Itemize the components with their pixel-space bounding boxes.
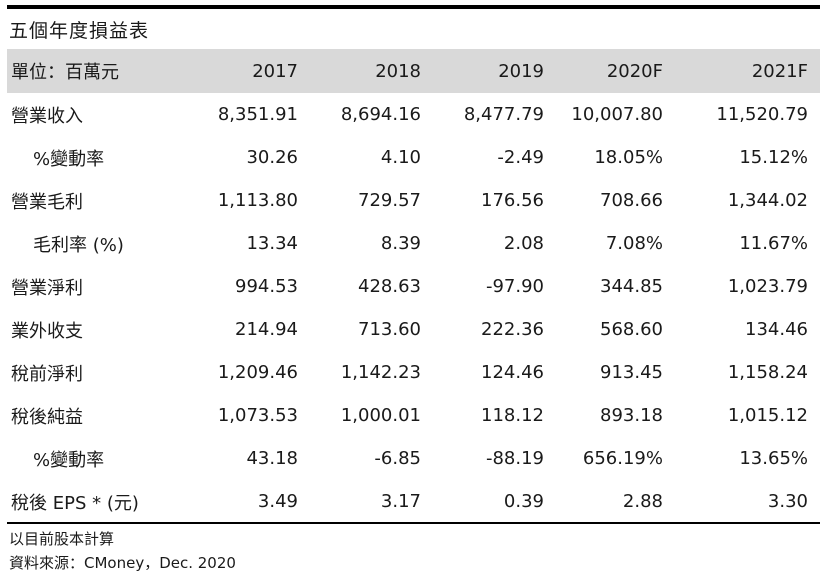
source-note: 資料來源：CMoney，Dec. 2020 (9, 554, 236, 572)
table-cell: 8,351.91 (217, 104, 298, 125)
table-cell: 713.60 (358, 319, 421, 340)
table-cell: 7.08% (605, 233, 663, 254)
table-cell: 1,015.12 (727, 405, 808, 426)
table-cell: 176.56 (481, 190, 544, 211)
table-cell: -97.90 (485, 276, 544, 297)
table-cell: 1,023.79 (727, 276, 808, 297)
table-row: 營業收入 8,351.91 8,694.16 8,477.79 10,007.80 11,… (7, 93, 820, 136)
table-cell: 8,694.16 (340, 104, 421, 125)
header-year-2020f: 2020F (606, 60, 663, 82)
income-statement-table: 單位：百萬元 2017 2018 2019 2020F 2021F 營業收入 8,… (7, 49, 820, 523)
table-cell: 729.57 (358, 190, 421, 211)
row-label: 稅前淨利 (11, 363, 83, 385)
table-cell: 3.49 (257, 491, 298, 512)
table-cell: 568.60 (600, 319, 663, 340)
header-unit: 單位：百萬元 (11, 62, 119, 83)
table-row: 稅後 EPS * (元) 3.49 3.17 0.39 2.88 3.30 (7, 480, 820, 523)
table-cell: 222.36 (481, 319, 544, 340)
table-row: 稅後純益 1,073.53 1,000.01 118.12 893.18 1,015.12 (7, 394, 820, 437)
table-cell: 13.65% (739, 448, 808, 469)
table-cell: 3.30 (767, 491, 808, 512)
table-cell: 11,520.79 (716, 104, 808, 125)
table-header: 單位：百萬元 2017 2018 2019 2020F 2021F (7, 49, 820, 93)
row-label: %變動率 (33, 449, 105, 471)
row-label: 業外收支 (11, 320, 83, 342)
table-row: 業外收支 214.94 713.60 222.36 568.60 134.46 (7, 308, 820, 351)
table-cell: 4.10 (380, 147, 421, 168)
top-rule (7, 5, 820, 9)
header-year-2021f: 2021F (751, 60, 808, 82)
table-cell: 3.17 (380, 491, 421, 512)
table-cell: 13.34 (246, 233, 298, 254)
table-title: 五個年度損益表 (9, 20, 150, 42)
table-cell: 15.12% (739, 147, 808, 168)
header-row: 單位：百萬元 2017 2018 2019 2020F 2021F (7, 49, 820, 93)
table-cell: 708.66 (600, 190, 663, 211)
table-cell: 656.19% (582, 448, 663, 469)
row-label: 營業收入 (11, 105, 83, 127)
table-cell: -88.19 (485, 448, 544, 469)
table-cell: 1,142.23 (340, 362, 421, 383)
table-row: 營業毛利 1,113.80 729.57 176.56 708.66 1,344.02 (7, 179, 820, 222)
table-cell: 11.67% (739, 233, 808, 254)
table-cell: 118.12 (481, 405, 544, 426)
table-cell: 344.85 (600, 276, 663, 297)
table-cell: 0.39 (503, 491, 544, 512)
table-cell: 30.26 (246, 147, 298, 168)
row-label: 稅後 EPS * (元) (11, 492, 139, 514)
row-label: 營業毛利 (11, 191, 83, 213)
table-cell: 8,477.79 (463, 104, 544, 125)
table-cell: 10,007.80 (571, 104, 663, 125)
table-cell: 43.18 (246, 448, 298, 469)
row-label: 稅後純益 (11, 406, 83, 428)
table-body: 營業收入 8,351.91 8,694.16 8,477.79 10,007.80 11,… (7, 93, 820, 523)
table-row: 營業淨利 994.53 428.63 -97.90 344.85 1,023.79 (7, 265, 820, 308)
table-cell: 1,209.46 (217, 362, 298, 383)
table-cell: -2.49 (497, 147, 544, 168)
table-cell: 124.46 (481, 362, 544, 383)
table-row: 毛利率 (%) 13.34 8.39 2.08 7.08% 11.67% (7, 222, 820, 265)
basis-note: 以目前股本計算 (9, 530, 115, 548)
table-row: %變動率 30.26 4.10 -2.49 18.05% 15.12% (7, 136, 820, 179)
table-cell: 1,158.24 (727, 362, 808, 383)
table-cell: 1,344.02 (727, 190, 808, 211)
table-row: %變動率 43.18 -6.85 -88.19 656.19% 13.65% (7, 437, 820, 480)
row-label: %變動率 (33, 148, 105, 170)
table-cell: 18.05% (594, 147, 663, 168)
table-cell: 994.53 (235, 276, 298, 297)
table-cell: 1,113.80 (217, 190, 298, 211)
table-cell: 893.18 (600, 405, 663, 426)
table-cell: 2.88 (622, 491, 663, 512)
row-label: 毛利率 (%) (33, 234, 124, 256)
table-cell: 134.46 (745, 319, 808, 340)
table-cell: 214.94 (235, 319, 298, 340)
table-row: 稅前淨利 1,209.46 1,142.23 124.46 913.45 1,158.24 (7, 351, 820, 394)
table-cell: 8.39 (380, 233, 421, 254)
header-year-2019: 2019 (498, 60, 544, 82)
table-cell: -6.85 (374, 448, 421, 469)
table-cell: 2.08 (503, 233, 544, 254)
row-label: 營業淨利 (11, 277, 83, 299)
table-cell: 913.45 (600, 362, 663, 383)
header-year-2017: 2017 (252, 60, 298, 82)
header-year-2018: 2018 (375, 60, 421, 82)
table-cell: 1,073.53 (217, 405, 298, 426)
table-cell: 1,000.01 (340, 405, 421, 426)
table-cell: 428.63 (358, 276, 421, 297)
bottom-rule (7, 522, 820, 524)
